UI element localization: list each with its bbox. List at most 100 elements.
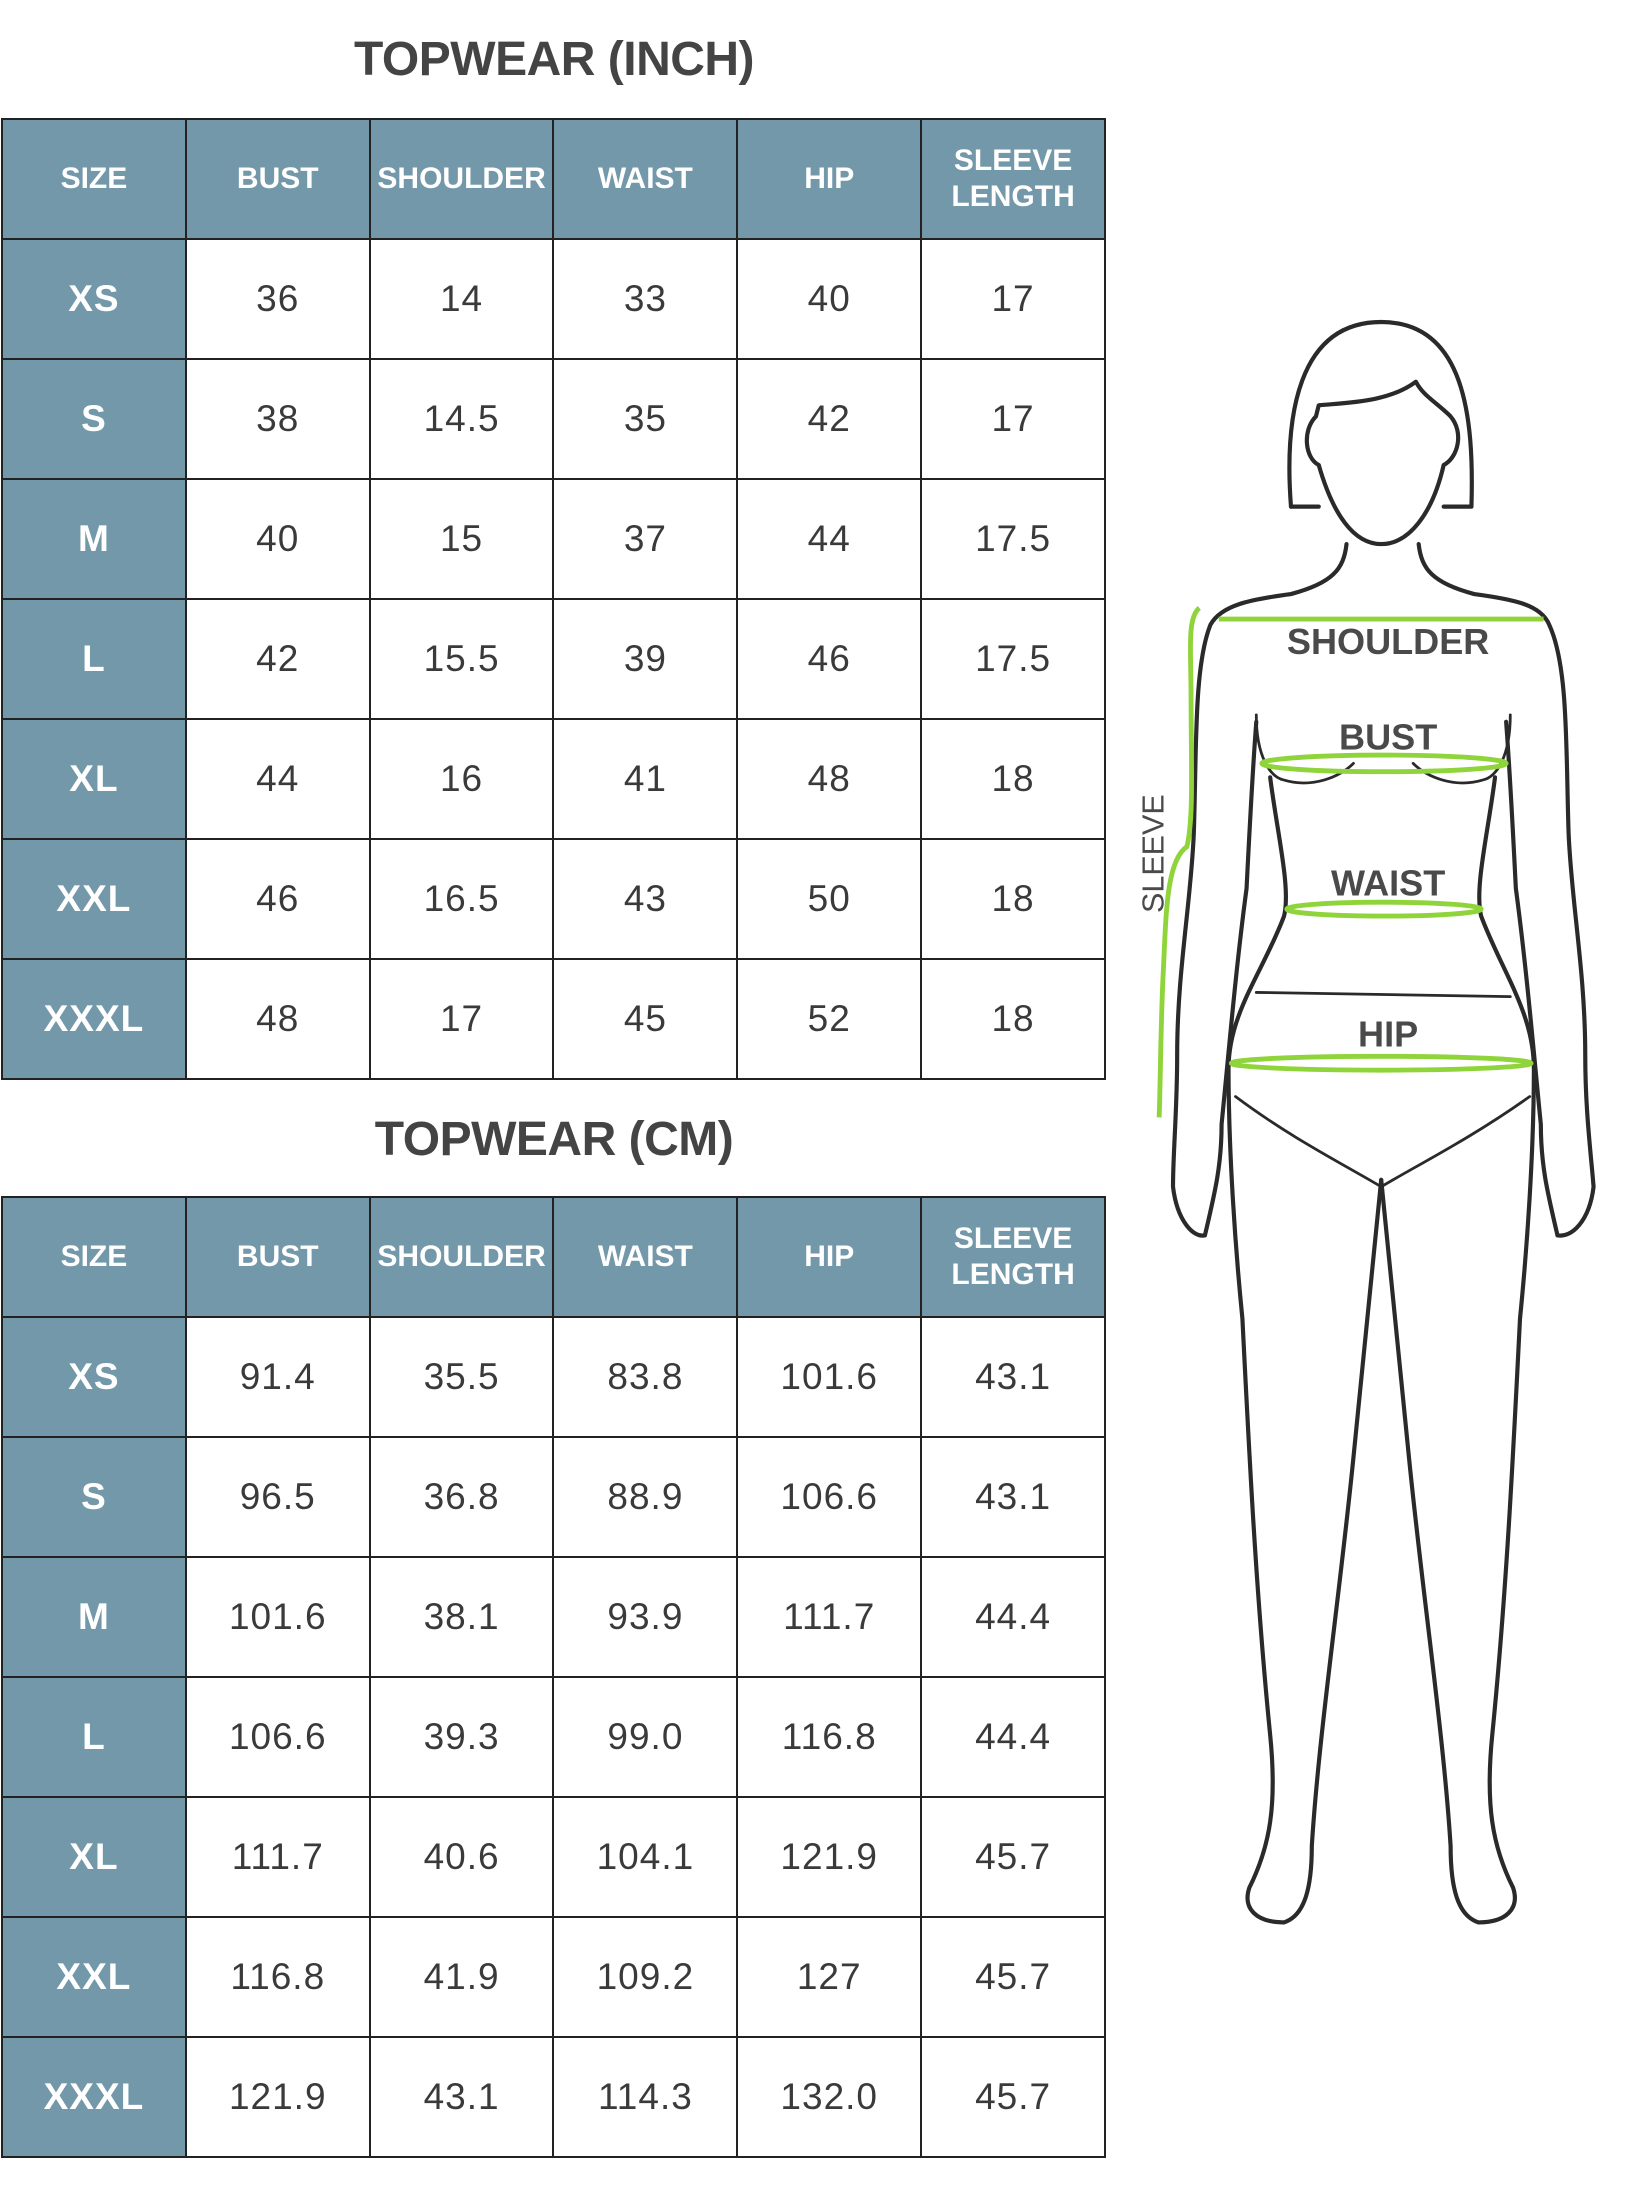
value-cell: 43.1: [368, 2036, 555, 2158]
size-cell: L: [1, 598, 187, 720]
value-cell: 38: [184, 358, 371, 480]
size-cell: XXL: [1, 1916, 187, 2038]
value-cell: 44.4: [920, 1676, 1106, 1798]
column-header-size: SIZE: [1, 118, 187, 240]
value-cell: 43: [552, 838, 739, 960]
value-cell: 101.6: [184, 1556, 371, 1678]
column-header-sleeve-length: SLEEVE LENGTH: [920, 1196, 1106, 1318]
value-cell: 14: [368, 238, 555, 360]
value-cell: 88.9: [552, 1436, 739, 1558]
column-header-sleeve-length: SLEEVE LENGTH: [920, 118, 1106, 240]
table-row: M 40 15 37 44 17.5: [1, 478, 1106, 600]
value-cell: 17: [920, 358, 1106, 480]
value-cell: 41: [552, 718, 739, 840]
value-cell: 17.5: [920, 478, 1106, 600]
size-cell: M: [1, 1556, 187, 1678]
value-cell: 16.5: [368, 838, 555, 960]
value-cell: 101.6: [736, 1316, 923, 1438]
table-row: XL 44 16 41 48 18: [1, 718, 1106, 840]
value-cell: 35.5: [368, 1316, 555, 1438]
value-cell: 42: [736, 358, 923, 480]
column-header-hip: HIP: [736, 1196, 923, 1318]
value-cell: 127: [736, 1916, 923, 2038]
value-cell: 39.3: [368, 1676, 555, 1798]
table-row: S 38 14.5 35 42 17: [1, 358, 1106, 480]
value-cell: 17: [368, 958, 555, 1080]
waist-measure-line: [1284, 899, 1484, 919]
header-row: SIZE BUST SHOULDER WAIST HIP SLEEVE LENGTH: [1, 1196, 1106, 1318]
cm-table-title: TOPWEAR (CM): [374, 1113, 734, 1166]
inch-table-title: TOPWEAR (INCH): [353, 33, 755, 86]
value-cell: 48: [184, 958, 371, 1080]
value-cell: 43.1: [920, 1316, 1106, 1438]
size-cell: S: [1, 358, 187, 480]
value-cell: 109.2: [552, 1916, 739, 2038]
size-cell: XXL: [1, 838, 187, 960]
hip-measure-line: [1228, 1053, 1534, 1073]
table-row: XS 91.4 35.5 83.8 101.6 43.1: [1, 1316, 1106, 1438]
value-cell: 104.1: [552, 1796, 739, 1918]
value-cell: 41.9: [368, 1916, 555, 2038]
value-cell: 15: [368, 478, 555, 600]
value-cell: 96.5: [184, 1436, 371, 1558]
hip-label: HIP: [1358, 1014, 1418, 1055]
value-cell: 48: [736, 718, 923, 840]
value-cell: 50: [736, 838, 923, 960]
table-row: L 106.6 39.3 99.0 116.8 44.4: [1, 1676, 1106, 1798]
value-cell: 44: [736, 478, 923, 600]
column-header-waist: WAIST: [552, 1196, 739, 1318]
table-row: L 42 15.5 39 46 17.5: [1, 598, 1106, 720]
column-header-hip: HIP: [736, 118, 923, 240]
shoulder-label: SHOULDER: [1287, 621, 1489, 662]
sleeve-label: SLEEVE: [1136, 794, 1170, 913]
table-row: XXXL 121.9 43.1 114.3 132.0 45.7: [1, 2036, 1106, 2158]
value-cell: 46: [736, 598, 923, 720]
value-cell: 17.5: [920, 598, 1106, 720]
size-cell: M: [1, 478, 187, 600]
value-cell: 106.6: [184, 1676, 371, 1798]
table-row: M 101.6 38.1 93.9 111.7 44.4: [1, 1556, 1106, 1678]
value-cell: 40.6: [368, 1796, 555, 1918]
size-cell: XXXL: [1, 2036, 187, 2158]
inch-size-table: SIZE BUST SHOULDER WAIST HIP SLEEVE LENGTH XS 3…: [1, 118, 1106, 1080]
value-cell: 116.8: [184, 1916, 371, 2038]
value-cell: 121.9: [184, 2036, 371, 2158]
size-cell: XS: [1, 1316, 187, 1438]
value-cell: 37: [552, 478, 739, 600]
size-cell: XXXL: [1, 958, 187, 1080]
value-cell: 121.9: [736, 1796, 923, 1918]
value-cell: 83.8: [552, 1316, 739, 1438]
value-cell: 38.1: [368, 1556, 555, 1678]
value-cell: 91.4: [184, 1316, 371, 1438]
column-header-waist: WAIST: [552, 118, 739, 240]
value-cell: 45: [552, 958, 739, 1080]
table-row: XXL 116.8 41.9 109.2 127 45.7: [1, 1916, 1106, 2038]
value-cell: 99.0: [552, 1676, 739, 1798]
value-cell: 45.7: [920, 2036, 1106, 2158]
value-cell: 18: [920, 718, 1106, 840]
size-cell: S: [1, 1436, 187, 1558]
value-cell: 46: [184, 838, 371, 960]
header-row: SIZE BUST SHOULDER WAIST HIP SLEEVE LENGTH: [1, 118, 1106, 240]
bust-measure-line: [1259, 752, 1509, 775]
value-cell: 44: [184, 718, 371, 840]
value-cell: 14.5: [368, 358, 555, 480]
waist-label: WAIST: [1331, 862, 1445, 903]
value-cell: 106.6: [736, 1436, 923, 1558]
column-header-size: SIZE: [1, 1196, 187, 1318]
value-cell: 52: [736, 958, 923, 1080]
value-cell: 116.8: [736, 1676, 923, 1798]
value-cell: 42: [184, 598, 371, 720]
table-row: XS 36 14 33 40 17: [1, 238, 1106, 360]
value-cell: 16: [368, 718, 555, 840]
table-row: XL 111.7 40.6 104.1 121.9 45.7: [1, 1796, 1106, 1918]
value-cell: 93.9: [552, 1556, 739, 1678]
value-cell: 36: [184, 238, 371, 360]
value-cell: 18: [920, 838, 1106, 960]
column-header-shoulder: SHOULDER: [368, 118, 555, 240]
measurement-lines: [1156, 606, 1544, 1118]
value-cell: 40: [736, 238, 923, 360]
cm-size-table: SIZE BUST SHOULDER WAIST HIP SLEEVE LENGTH XS 9…: [1, 1196, 1106, 2158]
value-cell: 18: [920, 958, 1106, 1080]
size-cell: XL: [1, 718, 187, 840]
